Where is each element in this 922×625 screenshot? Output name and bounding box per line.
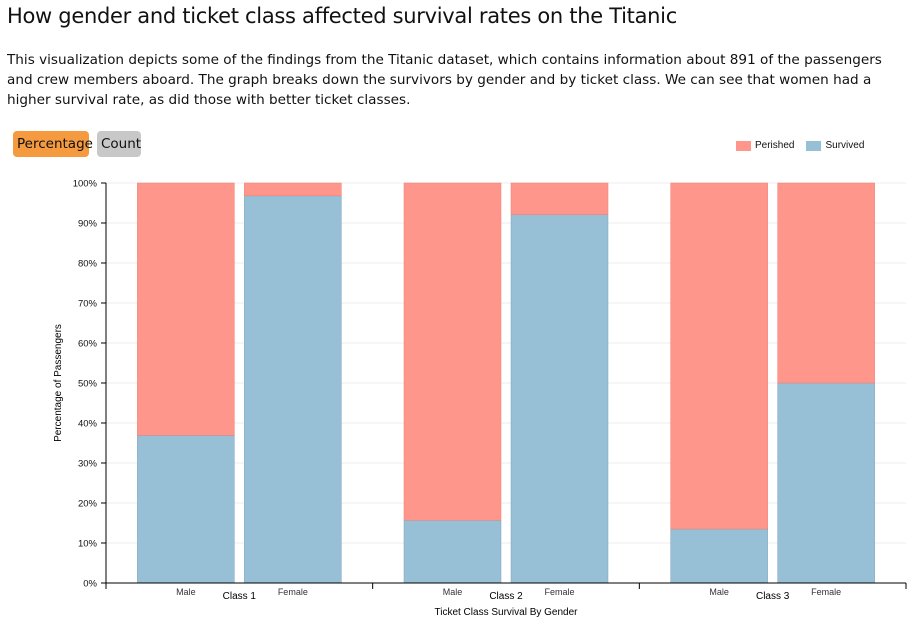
bar-perished (244, 182, 342, 197)
bar-perished (777, 182, 875, 384)
bar-perished (670, 182, 768, 530)
bar-perished (510, 182, 609, 215)
bar-survived (403, 519, 502, 584)
x-tick-label: Class 2 (489, 591, 523, 602)
y-tick-label: 80% (78, 259, 98, 270)
bar-sublabel: Female (811, 587, 841, 597)
count-button[interactable]: Count (97, 131, 141, 157)
page-title: How gender and ticket class affected sur… (7, 4, 677, 28)
chart-legend: Perished Survived (736, 140, 876, 151)
y-tick-label: 100% (73, 179, 98, 190)
bar-survived (510, 214, 609, 584)
legend-item-perished: Perished (736, 140, 794, 151)
bar-sublabel: Female (544, 587, 574, 597)
legend-label-perished: Perished (755, 140, 795, 151)
x-axis-title: Ticket Class Survival By Gender (434, 607, 578, 618)
legend-swatch-survived (806, 140, 822, 151)
x-tick-label: Class 3 (756, 591, 790, 602)
y-tick-label: 50% (78, 379, 98, 390)
y-tick-label: 30% (78, 459, 98, 470)
bar-sublabel: Male (443, 587, 463, 597)
y-tick-label: 60% (78, 339, 98, 350)
page-description: This visualization depicts some of the f… (7, 52, 882, 108)
bar-sublabel: Male (176, 587, 196, 597)
y-tick-label: 10% (78, 539, 98, 550)
bar-perished (403, 182, 502, 521)
bar-sublabel: Male (709, 587, 729, 597)
percentage-button[interactable]: Percentage (13, 131, 93, 157)
bar-survived (137, 435, 235, 584)
bar-survived (670, 528, 768, 584)
y-tick-label: 90% (78, 219, 98, 230)
y-tick-label: 70% (78, 299, 98, 310)
bar-perished (137, 182, 235, 436)
bar-survived (777, 382, 875, 584)
legend-item-survived: Survived (806, 140, 864, 151)
x-tick-label: Class 1 (223, 591, 257, 602)
y-tick-label: 20% (78, 499, 98, 510)
bar-survived (244, 195, 342, 584)
legend-swatch-perished (736, 140, 751, 151)
y-tick-label: 40% (78, 419, 98, 430)
legend-label-survived: Survived (825, 140, 865, 151)
bar-sublabel: Female (278, 587, 308, 597)
y-axis-title: Percentage of Passengers (53, 324, 64, 442)
y-tick-label: 0% (83, 579, 97, 590)
